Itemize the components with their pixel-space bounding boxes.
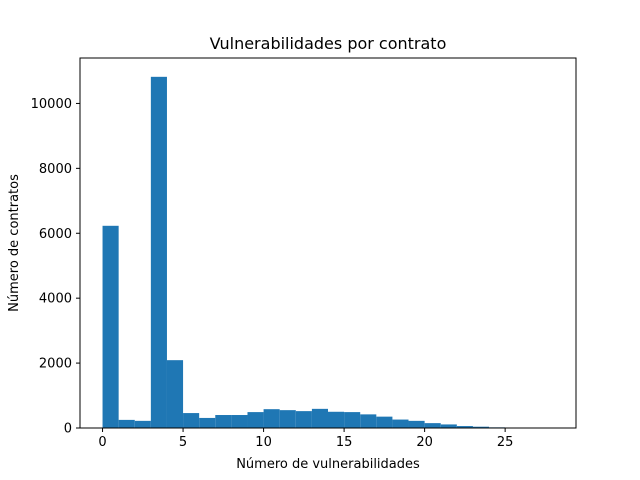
histogram-bar — [360, 414, 377, 428]
y-tick-label: 4000 — [39, 292, 72, 307]
histogram-bar — [311, 408, 328, 428]
histogram-bar — [231, 415, 248, 428]
x-axis-label: Número de vulnerabilidades — [236, 457, 420, 472]
x-tick-label: 15 — [336, 435, 353, 450]
chart-title: Vulnerabilidades por contrato — [210, 34, 447, 53]
plot-frame — [79, 57, 577, 429]
histogram-bar — [295, 411, 312, 428]
y-axis: 0 2000 4000 6000 8000 10000 — [31, 97, 80, 437]
y-tick-label: 8000 — [39, 162, 72, 177]
histogram-bar — [263, 409, 280, 428]
histogram-bar — [118, 419, 135, 428]
histogram-bar — [392, 419, 409, 428]
histogram-bar — [134, 420, 151, 428]
histogram-bar — [102, 225, 119, 428]
histogram-bar — [215, 415, 232, 428]
y-tick-label: 10000 — [31, 97, 72, 112]
y-tick-label: 6000 — [39, 227, 72, 242]
histogram-bar — [247, 412, 264, 428]
x-axis: 0 5 10 15 20 25 — [98, 428, 513, 450]
histogram-bar — [472, 426, 490, 428]
x-tick-label: 20 — [416, 435, 433, 450]
x-tick-label: 10 — [255, 435, 272, 450]
histogram-bar — [199, 417, 216, 428]
histogram-bar — [279, 410, 296, 428]
histogram-bar — [183, 413, 200, 428]
histogram-bar — [150, 76, 167, 429]
y-tick-label: 0 — [64, 422, 72, 437]
y-tick-label: 2000 — [39, 357, 72, 372]
histogram-bar — [344, 412, 361, 428]
y-axis-label: Número de contratos — [7, 174, 22, 312]
histogram-bar — [376, 416, 393, 428]
bars-group — [102, 76, 554, 429]
histogram-bar — [456, 426, 473, 428]
histogram-bar — [424, 423, 441, 428]
histogram-bar — [408, 420, 425, 428]
x-tick-label: 5 — [179, 435, 187, 450]
histogram-bar — [166, 360, 184, 428]
histogram-bar — [440, 424, 457, 428]
x-tick-label: 0 — [98, 435, 106, 450]
histogram-bar — [328, 411, 345, 428]
x-tick-label: 25 — [497, 435, 514, 450]
